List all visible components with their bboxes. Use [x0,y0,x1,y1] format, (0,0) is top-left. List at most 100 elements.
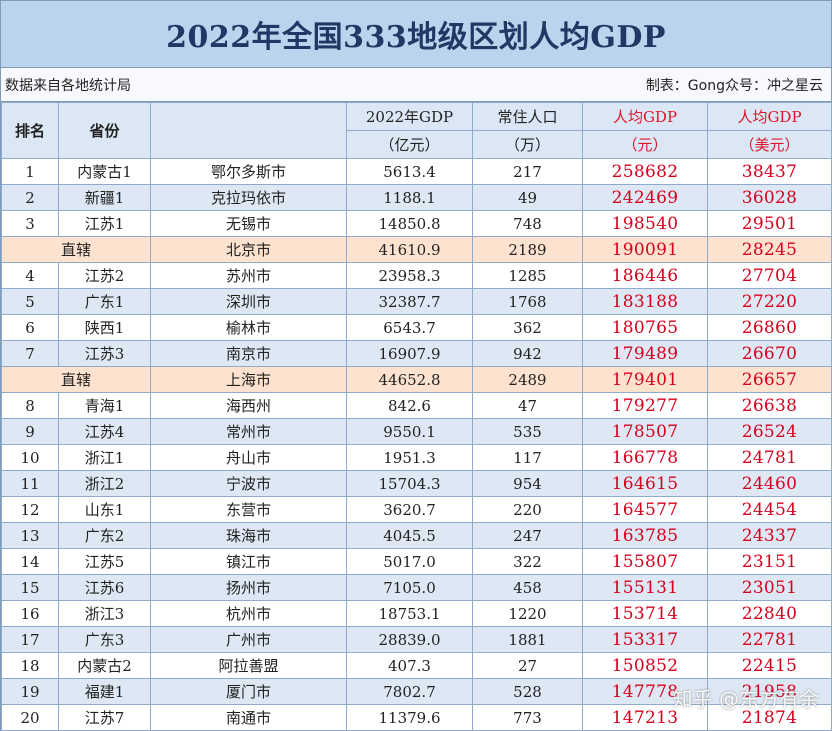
cell-province: 江苏4 [58,418,151,445]
cell-per-capita-usd: 26860 [707,314,832,341]
cell-city: 常州市 [150,418,347,445]
cell-gdp: 407.3 [346,652,473,679]
cell-gdp: 16907.9 [346,340,473,367]
cell-rank: 1 [1,158,59,185]
cell-per-capita-usd: 21958 [707,678,832,705]
cell-population: 362 [472,314,583,341]
cell-province: 广东2 [58,522,151,549]
cell-population: 322 [472,548,583,575]
table-row: 直辖 上海市 44652.8 2489 179401 26657 [1,366,832,393]
cell-per-capita-usd: 21874 [707,704,832,731]
cell-rank: 8 [1,392,59,419]
table-row: 16 浙江3 杭州市 18753.1 1220 153714 22840 [1,600,832,627]
cell-city: 镇江市 [150,548,347,575]
cell-province: 广东1 [58,288,151,315]
cell-population: 247 [472,522,583,549]
cell-per-capita-usd: 22840 [707,600,832,627]
cell-per-capita-cny: 166778 [582,444,708,471]
table-row: 13 广东2 珠海市 4045.5 247 163785 24337 [1,522,832,549]
cell-province: 内蒙古2 [58,652,151,679]
header-population-unit: （万） [472,130,583,159]
cell-per-capita-cny: 179401 [582,366,708,393]
cell-gdp: 5613.4 [346,158,473,185]
cell-per-capita-cny: 179277 [582,392,708,419]
cell-rank: 19 [1,678,59,705]
table-row: 18 内蒙古2 阿拉善盟 407.3 27 150852 22415 [1,652,832,679]
cell-population: 942 [472,340,583,367]
cell-per-capita-cny: 242469 [582,184,708,211]
cell-gdp: 842.6 [346,392,473,419]
table-header: 排名 省份 2022年GDP 常住人口 人均GDP 人均GDP （亿元） （万）… [1,102,832,159]
cell-per-capita-cny: 198540 [582,210,708,237]
cell-per-capita-cny: 183188 [582,288,708,315]
cell-city: 珠海市 [150,522,347,549]
cell-population: 1285 [472,262,583,289]
credit-note: 制表：Gong众号：冲之星云 [645,77,823,94]
cell-population: 1881 [472,626,583,653]
cell-city: 东营市 [150,496,347,523]
cell-population: 1768 [472,288,583,315]
cell-population: 954 [472,470,583,497]
cell-province: 内蒙古1 [58,158,151,185]
cell-per-capita-cny: 153317 [582,626,708,653]
cell-city: 上海市 [150,366,347,393]
cell-per-capita-usd: 28245 [707,236,832,263]
table-row: 11 浙江2 宁波市 15704.3 954 164615 24460 [1,470,832,497]
cell-gdp: 11379.6 [346,704,473,731]
table-row: 直辖 北京市 41610.9 2189 190091 28245 [1,236,832,263]
header-gdp-unit: （亿元） [346,130,473,159]
cell-province: 山东1 [58,496,151,523]
cell-gdp: 5017.0 [346,548,473,575]
cell-per-capita-cny: 147778 [582,678,708,705]
cell-population: 1220 [472,600,583,627]
cell-population: 117 [472,444,583,471]
cell-province: 江苏6 [58,574,151,601]
cell-rank: 18 [1,652,59,679]
cell-rank: 17 [1,626,59,653]
cell-province: 青海1 [58,392,151,419]
cell-per-capita-usd: 38437 [707,158,832,185]
cell-population: 2189 [472,236,583,263]
cell-per-capita-cny: 180765 [582,314,708,341]
table-row: 1 内蒙古1 鄂尔多斯市 5613.4 217 258682 38437 [1,158,832,185]
cell-rank: 16 [1,600,59,627]
cell-rank: 14 [1,548,59,575]
cell-province: 直辖 [1,236,151,263]
cell-population: 2489 [472,366,583,393]
cell-province: 陕西1 [58,314,151,341]
cell-per-capita-usd: 26657 [707,366,832,393]
cell-city: 宁波市 [150,470,347,497]
cell-province: 福建1 [58,678,151,705]
cell-per-capita-cny: 258682 [582,158,708,185]
table-row: 5 广东1 深圳市 32387.7 1768 183188 27220 [1,288,832,315]
header-province: 省份 [58,102,151,159]
cell-population: 47 [472,392,583,419]
table-row: 10 浙江1 舟山市 1951.3 117 166778 24781 [1,444,832,471]
cell-city: 苏州市 [150,262,347,289]
cell-city: 鄂尔多斯市 [150,158,347,185]
cell-population: 535 [472,418,583,445]
cell-per-capita-usd: 26524 [707,418,832,445]
cell-per-capita-cny: 178507 [582,418,708,445]
table-row: 12 山东1 东营市 3620.7 220 164577 24454 [1,496,832,523]
cell-gdp: 3620.7 [346,496,473,523]
cell-rank: 7 [1,340,59,367]
cell-city: 克拉玛依市 [150,184,347,211]
cell-per-capita-usd: 29501 [707,210,832,237]
cell-gdp: 14850.8 [346,210,473,237]
cell-city: 榆林市 [150,314,347,341]
header-per-capita-usd-unit: （美元） [707,130,832,159]
cell-per-capita-usd: 26638 [707,392,832,419]
cell-gdp: 9550.1 [346,418,473,445]
cell-rank: 2 [1,184,59,211]
cell-city: 北京市 [150,236,347,263]
cell-gdp: 32387.7 [346,288,473,315]
cell-rank: 3 [1,210,59,237]
cell-gdp: 23958.3 [346,262,473,289]
cell-city: 厦门市 [150,678,347,705]
cell-population: 528 [472,678,583,705]
cell-gdp: 41610.9 [346,236,473,263]
table-body: 1 内蒙古1 鄂尔多斯市 5613.4 217 258682 38437 2 新疆1 克拉玛依市 1… [1,158,832,731]
header-per-capita-usd: 人均GDP [707,102,832,131]
table-row: 3 江苏1 无锡市 14850.8 748 198540 29501 [1,210,832,237]
